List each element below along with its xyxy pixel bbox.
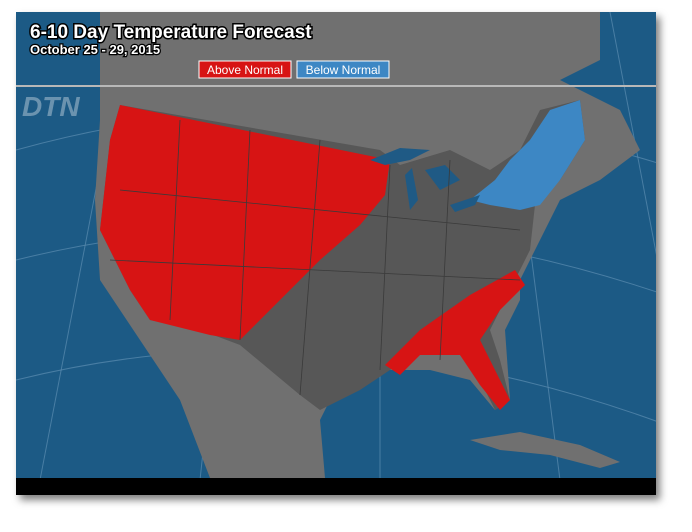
- great-lakes: [370, 148, 480, 212]
- logo: DTN: [22, 91, 80, 122]
- map-title: 6-10 Day Temperature Forecast: [30, 22, 312, 43]
- legend-label: Below Normal: [306, 63, 381, 77]
- state-borders: [109, 119, 521, 396]
- legend: Above Normal Below Normal: [198, 60, 390, 79]
- above-normal-southeast: [385, 270, 525, 410]
- cuba: [470, 432, 620, 468]
- legend-label: Above Normal: [207, 63, 283, 77]
- below-normal-northeast: [470, 100, 585, 210]
- map-area: [16, 12, 656, 478]
- legend-swatch-below: [296, 60, 390, 79]
- map-subtitle: October 25 - 29, 2015: [30, 42, 160, 57]
- legend-swatch-above: [198, 60, 292, 79]
- above-normal-west: [100, 105, 390, 340]
